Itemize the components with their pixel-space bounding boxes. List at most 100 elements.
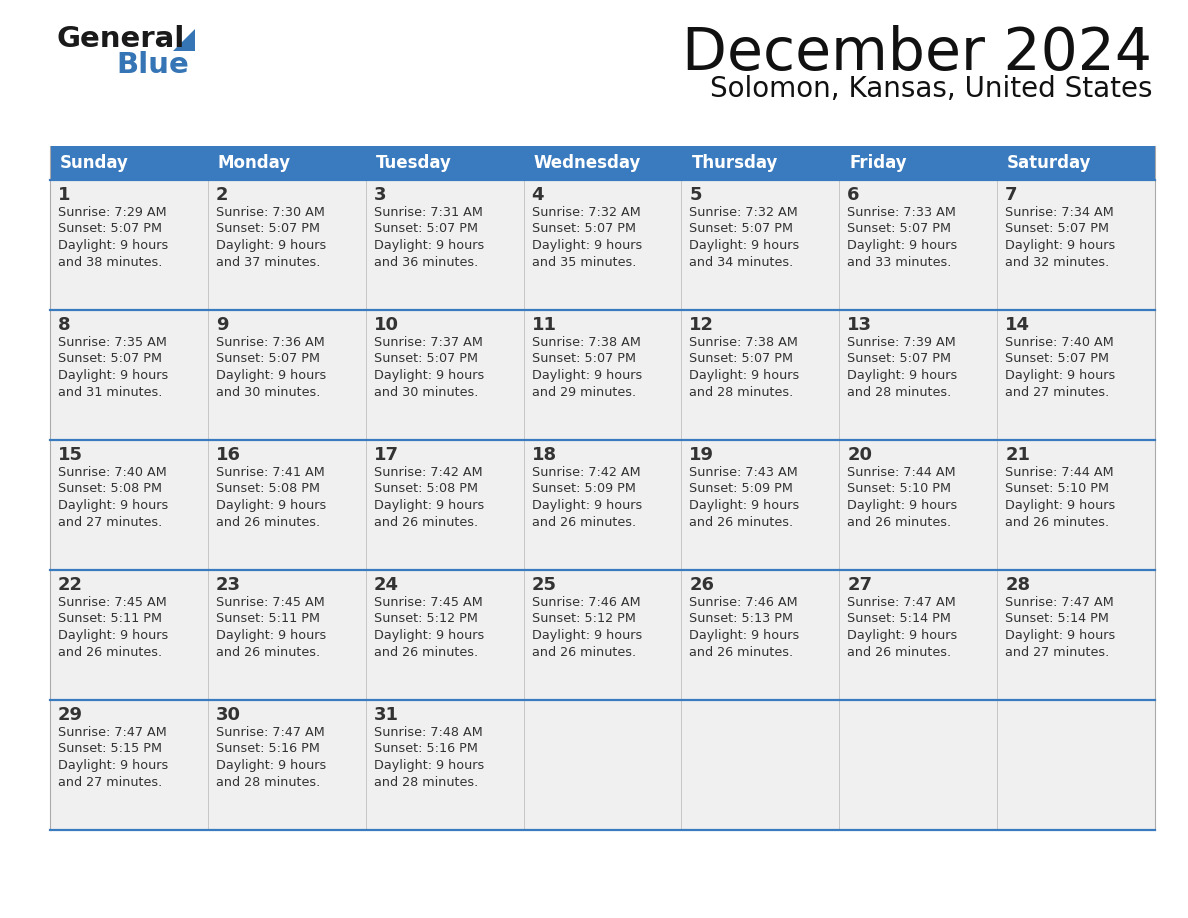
Bar xyxy=(50,440,208,570)
Text: Sunrise: 7:41 AM: Sunrise: 7:41 AM xyxy=(216,466,324,479)
Text: 30: 30 xyxy=(216,706,241,724)
Text: Sunrise: 7:36 AM: Sunrise: 7:36 AM xyxy=(216,336,324,349)
Bar xyxy=(524,310,682,440)
Text: Sunrise: 7:44 AM: Sunrise: 7:44 AM xyxy=(847,466,956,479)
Bar xyxy=(839,180,997,310)
Text: Sunrise: 7:46 AM: Sunrise: 7:46 AM xyxy=(689,596,798,609)
Text: Sunset: 5:10 PM: Sunset: 5:10 PM xyxy=(847,483,952,496)
Polygon shape xyxy=(173,29,195,51)
Text: 7: 7 xyxy=(1005,186,1018,204)
Text: Daylight: 9 hours: Daylight: 9 hours xyxy=(374,369,484,382)
Text: 17: 17 xyxy=(374,446,399,464)
Text: 29: 29 xyxy=(58,706,83,724)
Text: Daylight: 9 hours: Daylight: 9 hours xyxy=(689,629,800,642)
Text: Sunrise: 7:30 AM: Sunrise: 7:30 AM xyxy=(216,206,324,219)
Text: Sunday: Sunday xyxy=(61,154,128,172)
Text: and 30 minutes.: and 30 minutes. xyxy=(374,386,478,398)
Text: 19: 19 xyxy=(689,446,714,464)
Bar xyxy=(208,570,366,700)
Text: Sunrise: 7:45 AM: Sunrise: 7:45 AM xyxy=(374,596,482,609)
Text: 27: 27 xyxy=(847,576,872,594)
Bar xyxy=(524,570,682,700)
Text: and 37 minutes.: and 37 minutes. xyxy=(216,255,321,268)
Text: and 27 minutes.: and 27 minutes. xyxy=(1005,645,1110,658)
Text: Sunrise: 7:33 AM: Sunrise: 7:33 AM xyxy=(847,206,956,219)
Text: 1: 1 xyxy=(58,186,70,204)
Text: Daylight: 9 hours: Daylight: 9 hours xyxy=(847,239,958,252)
Text: Wednesday: Wednesday xyxy=(533,154,642,172)
Text: and 26 minutes.: and 26 minutes. xyxy=(847,645,952,658)
Text: Thursday: Thursday xyxy=(691,154,778,172)
Text: Sunset: 5:10 PM: Sunset: 5:10 PM xyxy=(1005,483,1110,496)
Text: 21: 21 xyxy=(1005,446,1030,464)
Bar xyxy=(997,310,1155,440)
Text: Monday: Monday xyxy=(217,154,291,172)
Text: Daylight: 9 hours: Daylight: 9 hours xyxy=(216,759,327,772)
Text: and 27 minutes.: and 27 minutes. xyxy=(1005,386,1110,398)
Text: 3: 3 xyxy=(374,186,386,204)
Text: and 26 minutes.: and 26 minutes. xyxy=(847,516,952,529)
Text: Sunset: 5:07 PM: Sunset: 5:07 PM xyxy=(58,353,162,365)
Text: 25: 25 xyxy=(531,576,556,594)
Text: Sunrise: 7:47 AM: Sunrise: 7:47 AM xyxy=(58,726,166,739)
Text: Daylight: 9 hours: Daylight: 9 hours xyxy=(216,499,327,512)
Bar xyxy=(208,700,366,830)
Text: Sunset: 5:12 PM: Sunset: 5:12 PM xyxy=(374,612,478,625)
Text: 20: 20 xyxy=(847,446,872,464)
Text: Sunrise: 7:31 AM: Sunrise: 7:31 AM xyxy=(374,206,482,219)
Text: 26: 26 xyxy=(689,576,714,594)
Text: 10: 10 xyxy=(374,316,399,334)
Text: Sunset: 5:11 PM: Sunset: 5:11 PM xyxy=(58,612,162,625)
Text: Friday: Friday xyxy=(849,154,906,172)
Bar xyxy=(997,440,1155,570)
Text: and 26 minutes.: and 26 minutes. xyxy=(531,516,636,529)
Text: Tuesday: Tuesday xyxy=(375,154,451,172)
Text: and 28 minutes.: and 28 minutes. xyxy=(847,386,952,398)
Bar xyxy=(50,180,208,310)
Text: Daylight: 9 hours: Daylight: 9 hours xyxy=(374,239,484,252)
Text: Daylight: 9 hours: Daylight: 9 hours xyxy=(58,629,169,642)
Text: Daylight: 9 hours: Daylight: 9 hours xyxy=(531,239,642,252)
Text: and 26 minutes.: and 26 minutes. xyxy=(689,645,794,658)
Text: and 38 minutes.: and 38 minutes. xyxy=(58,255,163,268)
Text: 11: 11 xyxy=(531,316,556,334)
Text: Daylight: 9 hours: Daylight: 9 hours xyxy=(58,499,169,512)
Text: and 26 minutes.: and 26 minutes. xyxy=(216,516,320,529)
Text: Daylight: 9 hours: Daylight: 9 hours xyxy=(531,499,642,512)
Text: Sunset: 5:09 PM: Sunset: 5:09 PM xyxy=(531,483,636,496)
Text: 5: 5 xyxy=(689,186,702,204)
Text: Sunrise: 7:38 AM: Sunrise: 7:38 AM xyxy=(531,336,640,349)
Text: 4: 4 xyxy=(531,186,544,204)
Text: Daylight: 9 hours: Daylight: 9 hours xyxy=(374,499,484,512)
Text: 22: 22 xyxy=(58,576,83,594)
Text: Daylight: 9 hours: Daylight: 9 hours xyxy=(689,499,800,512)
Bar xyxy=(50,700,208,830)
Text: Daylight: 9 hours: Daylight: 9 hours xyxy=(216,369,327,382)
Bar xyxy=(366,180,524,310)
Text: Daylight: 9 hours: Daylight: 9 hours xyxy=(1005,239,1116,252)
Bar xyxy=(682,440,839,570)
Bar xyxy=(208,440,366,570)
Text: Sunrise: 7:38 AM: Sunrise: 7:38 AM xyxy=(689,336,798,349)
Bar xyxy=(524,700,682,830)
Text: Daylight: 9 hours: Daylight: 9 hours xyxy=(689,239,800,252)
Text: and 26 minutes.: and 26 minutes. xyxy=(216,645,320,658)
Text: Sunrise: 7:32 AM: Sunrise: 7:32 AM xyxy=(689,206,798,219)
Text: Daylight: 9 hours: Daylight: 9 hours xyxy=(58,759,169,772)
Text: Daylight: 9 hours: Daylight: 9 hours xyxy=(216,239,327,252)
Text: Daylight: 9 hours: Daylight: 9 hours xyxy=(689,369,800,382)
Text: Sunrise: 7:37 AM: Sunrise: 7:37 AM xyxy=(374,336,482,349)
Text: 2: 2 xyxy=(216,186,228,204)
Text: Sunset: 5:07 PM: Sunset: 5:07 PM xyxy=(847,222,952,236)
Text: Sunrise: 7:43 AM: Sunrise: 7:43 AM xyxy=(689,466,798,479)
Text: Sunset: 5:07 PM: Sunset: 5:07 PM xyxy=(216,353,320,365)
Text: Sunset: 5:08 PM: Sunset: 5:08 PM xyxy=(58,483,162,496)
Text: 18: 18 xyxy=(531,446,557,464)
Bar xyxy=(839,570,997,700)
Text: Sunset: 5:13 PM: Sunset: 5:13 PM xyxy=(689,612,794,625)
Text: and 28 minutes.: and 28 minutes. xyxy=(689,386,794,398)
Text: Daylight: 9 hours: Daylight: 9 hours xyxy=(531,629,642,642)
Bar xyxy=(366,440,524,570)
Bar xyxy=(682,700,839,830)
Text: Sunset: 5:16 PM: Sunset: 5:16 PM xyxy=(374,743,478,756)
